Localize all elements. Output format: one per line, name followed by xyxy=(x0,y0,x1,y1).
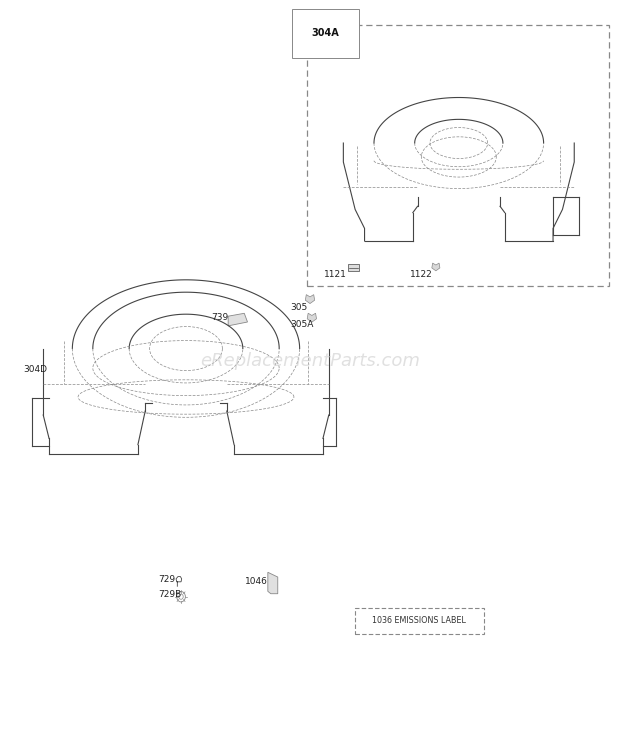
Text: 304A: 304A xyxy=(312,28,340,38)
Text: 305A: 305A xyxy=(290,321,314,330)
Polygon shape xyxy=(307,313,316,322)
Text: 304D: 304D xyxy=(24,365,48,374)
Polygon shape xyxy=(432,263,440,271)
Polygon shape xyxy=(348,264,359,271)
Text: 1036 EMISSIONS LABEL: 1036 EMISSIONS LABEL xyxy=(372,616,466,625)
Text: 1046: 1046 xyxy=(245,577,268,586)
Text: 1121: 1121 xyxy=(324,270,347,279)
Text: 729B: 729B xyxy=(158,590,181,599)
Text: 305: 305 xyxy=(290,303,308,312)
Polygon shape xyxy=(268,572,278,594)
Polygon shape xyxy=(306,295,314,304)
Text: eReplacementParts.com: eReplacementParts.com xyxy=(200,352,420,370)
Polygon shape xyxy=(228,313,247,326)
Text: 739: 739 xyxy=(211,313,228,322)
Text: 729: 729 xyxy=(158,575,175,584)
Text: 1122: 1122 xyxy=(410,270,433,279)
